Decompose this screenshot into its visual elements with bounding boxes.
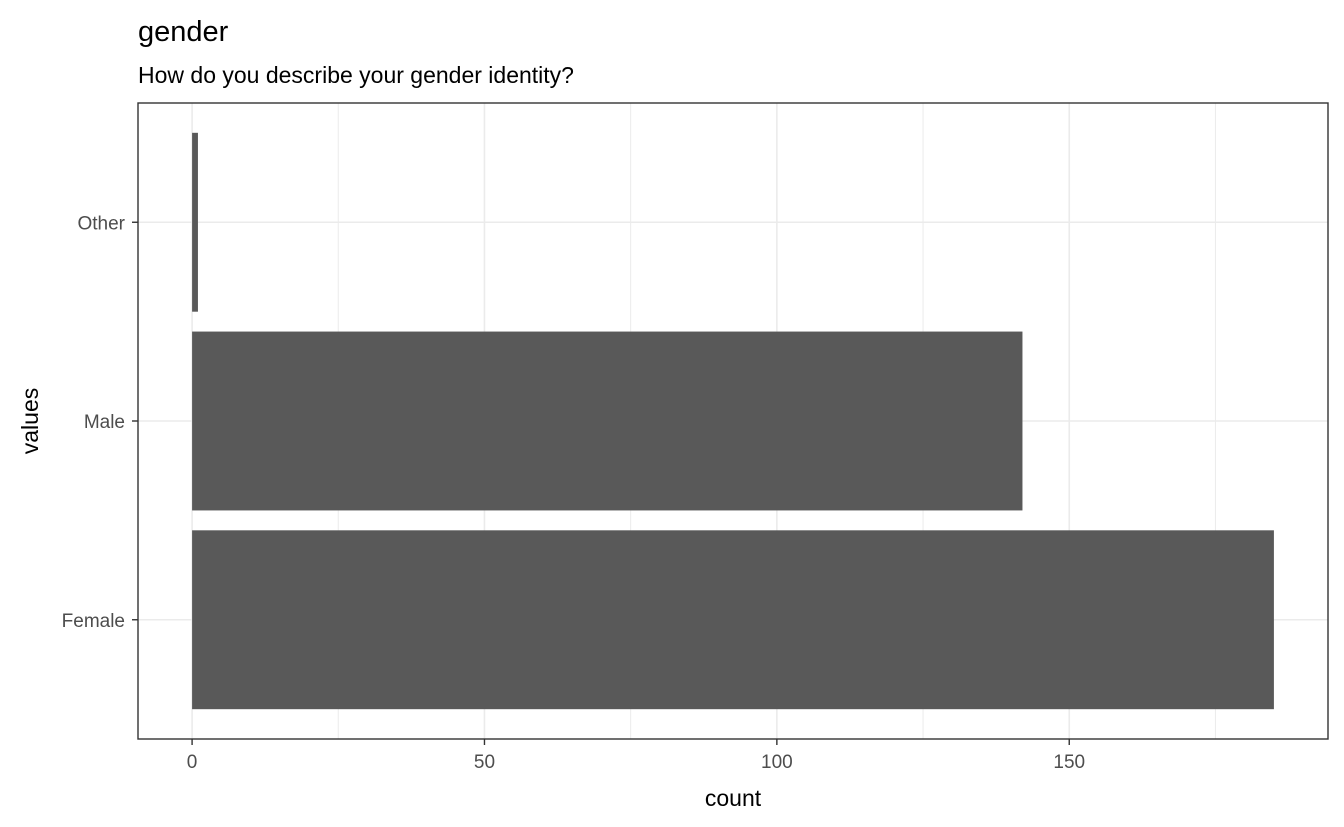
x-tick-label: 0 — [187, 752, 198, 773]
y-tick-label: Male — [84, 412, 125, 433]
x-tick-label: 50 — [474, 752, 495, 773]
y-tick-label: Female — [62, 611, 125, 632]
bars — [192, 132, 1274, 710]
x-tick-label: 150 — [1053, 752, 1085, 773]
y-axis-title: values — [17, 388, 43, 454]
x-tick-label: 100 — [761, 752, 793, 773]
chart-title: gender — [138, 16, 229, 48]
x-axis-title: count — [705, 785, 762, 811]
y-tick-label: Other — [77, 213, 125, 234]
axis-ticks: Female Male Other 0 50 100 150 — [62, 213, 1085, 773]
chart-subtitle: How do you describe your gender identity… — [138, 62, 574, 88]
bar-female — [192, 530, 1274, 710]
bar-male — [192, 331, 1023, 511]
bar-other — [192, 132, 198, 312]
